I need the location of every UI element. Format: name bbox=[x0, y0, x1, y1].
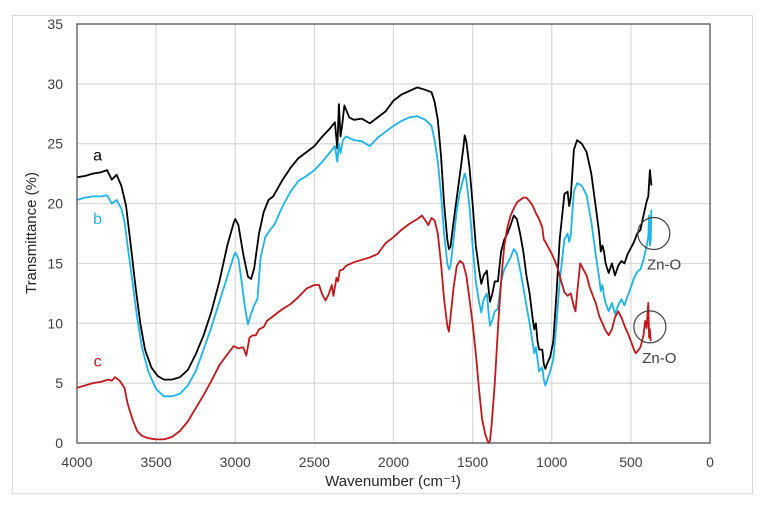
y-axis-ticks: 0 5 10 15 20 25 30 35 bbox=[47, 16, 63, 451]
y-tick-label: 30 bbox=[47, 76, 63, 92]
series-line-a bbox=[76, 86, 653, 381]
y-tick-label: 10 bbox=[47, 315, 63, 331]
y-tick-label: 0 bbox=[55, 435, 63, 451]
series-lines bbox=[76, 86, 653, 444]
y-tick-label: 25 bbox=[47, 136, 63, 152]
y-tick-label: 20 bbox=[47, 196, 63, 212]
x-axis-title: Wavenumber (cm⁻¹) bbox=[325, 473, 461, 490]
series-label-b: b bbox=[93, 211, 102, 228]
x-tick-label: 1500 bbox=[457, 454, 488, 470]
series-labels: a b c bbox=[93, 147, 102, 370]
annotation-label-zn-o: Zn-O bbox=[647, 256, 681, 273]
y-axis-title: Transmittance (%) bbox=[23, 172, 40, 294]
x-tick-label: 500 bbox=[619, 454, 643, 470]
y-tick-label: 15 bbox=[47, 255, 63, 271]
x-tick-label: 1000 bbox=[536, 454, 567, 470]
x-tick-label: 2500 bbox=[299, 454, 330, 470]
series-line-c bbox=[76, 196, 652, 444]
chart-frame bbox=[12, 15, 753, 494]
annotation-label-zn-o: Zn-O bbox=[642, 350, 676, 367]
x-tick-label: 2000 bbox=[378, 454, 409, 470]
series-label-c: c bbox=[94, 353, 102, 370]
y-tick-label: 5 bbox=[55, 375, 63, 391]
x-tick-label: 3000 bbox=[220, 454, 251, 470]
annotations: Zn-O Zn-O bbox=[633, 216, 681, 367]
annotation-circle bbox=[633, 310, 667, 344]
series-line-b bbox=[76, 115, 653, 398]
x-axis-ticks: 4000 3500 3000 2500 2000 1500 1000 500 0 bbox=[61, 454, 714, 470]
annotation-circle bbox=[637, 216, 671, 251]
x-tick-label: 0 bbox=[706, 454, 714, 470]
y-tick-label: 35 bbox=[47, 16, 63, 32]
plot-area-border bbox=[76, 23, 711, 444]
x-tick-label: 4000 bbox=[61, 454, 92, 470]
series-label-a: a bbox=[93, 147, 102, 164]
x-tick-label: 3500 bbox=[141, 454, 172, 470]
